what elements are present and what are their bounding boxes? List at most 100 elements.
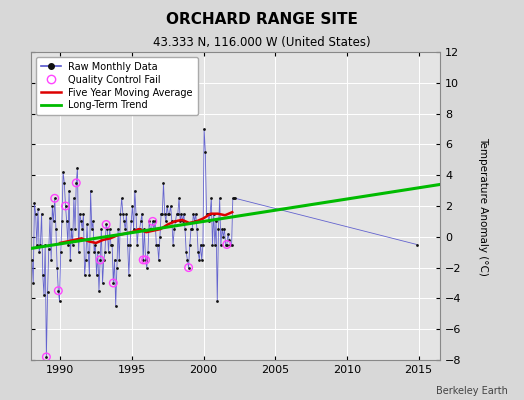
Y-axis label: Temperature Anomaly (°C): Temperature Anomaly (°C) [478, 136, 488, 276]
Point [65, 187, 73, 194]
Point [167, 203, 175, 209]
Point [133, 241, 141, 248]
Point [105, 226, 114, 232]
Point [184, 264, 193, 271]
Point [72, 180, 81, 186]
Text: Berkeley Earth: Berkeley Earth [436, 386, 508, 396]
Point [139, 257, 147, 263]
Point [40, 292, 48, 298]
Point [172, 210, 181, 217]
Point [155, 257, 163, 263]
Text: ORCHARD RANGE SITE: ORCHARD RANGE SITE [166, 12, 358, 27]
Point [194, 249, 202, 256]
Point [143, 264, 151, 271]
Point [188, 226, 196, 232]
Point [78, 226, 86, 232]
Point [170, 226, 179, 232]
Point [210, 210, 218, 217]
Point [203, 210, 212, 217]
Point [57, 249, 65, 256]
Point [83, 221, 91, 228]
Point [118, 210, 127, 217]
Point [34, 206, 42, 212]
Point [80, 272, 89, 278]
Point [95, 288, 103, 294]
Point [176, 218, 184, 225]
Point [69, 241, 77, 248]
Point [216, 241, 225, 248]
Point [144, 249, 152, 256]
Point [225, 237, 233, 243]
Point [230, 195, 238, 202]
Point [96, 257, 104, 263]
Point [219, 234, 227, 240]
Point [59, 169, 67, 175]
Point [147, 226, 156, 232]
Point [413, 241, 421, 248]
Point [141, 257, 150, 263]
Point [181, 226, 189, 232]
Point [79, 210, 88, 217]
Point [192, 210, 200, 217]
Point [214, 226, 223, 232]
Point [145, 218, 154, 225]
Point [224, 230, 232, 237]
Point [126, 241, 134, 248]
Point [228, 195, 237, 202]
Point [199, 241, 207, 248]
Point [187, 226, 195, 232]
Point [74, 249, 83, 256]
Point [121, 226, 129, 232]
Point [171, 218, 180, 225]
Point [177, 210, 185, 217]
Point [164, 210, 172, 217]
Point [112, 303, 120, 309]
Point [120, 218, 128, 225]
Point [195, 257, 203, 263]
Point [50, 195, 59, 202]
Point [102, 221, 111, 228]
Point [231, 195, 239, 202]
Point [146, 226, 155, 232]
Point [173, 210, 182, 217]
Point [52, 226, 60, 232]
Point [125, 272, 133, 278]
Point [160, 210, 169, 217]
Point [104, 249, 113, 256]
Point [130, 187, 139, 194]
Point [182, 249, 190, 256]
Point [114, 226, 122, 232]
Point [61, 203, 70, 209]
Point [184, 264, 193, 271]
Point [209, 241, 217, 248]
Point [107, 241, 115, 248]
Point [205, 218, 213, 225]
Point [152, 241, 160, 248]
Point [101, 249, 109, 256]
Point [122, 210, 130, 217]
Point [60, 180, 69, 186]
Point [62, 218, 71, 225]
Point [103, 226, 112, 232]
Point [218, 226, 226, 232]
Point [175, 195, 183, 202]
Point [92, 272, 101, 278]
Point [168, 218, 176, 225]
Point [90, 249, 99, 256]
Point [56, 298, 64, 305]
Point [227, 241, 236, 248]
Point [100, 257, 108, 263]
Point [88, 226, 96, 232]
Point [157, 210, 165, 217]
Point [48, 203, 57, 209]
Point [70, 195, 78, 202]
Point [89, 218, 97, 225]
Point [207, 195, 215, 202]
Point [127, 218, 135, 225]
Point [159, 180, 168, 186]
Point [196, 241, 205, 248]
Point [86, 187, 95, 194]
Legend: Raw Monthly Data, Quality Control Fail, Five Year Moving Average, Long-Term Tren: Raw Monthly Data, Quality Control Fail, … [36, 57, 198, 115]
Point [96, 257, 104, 263]
Point [137, 218, 145, 225]
